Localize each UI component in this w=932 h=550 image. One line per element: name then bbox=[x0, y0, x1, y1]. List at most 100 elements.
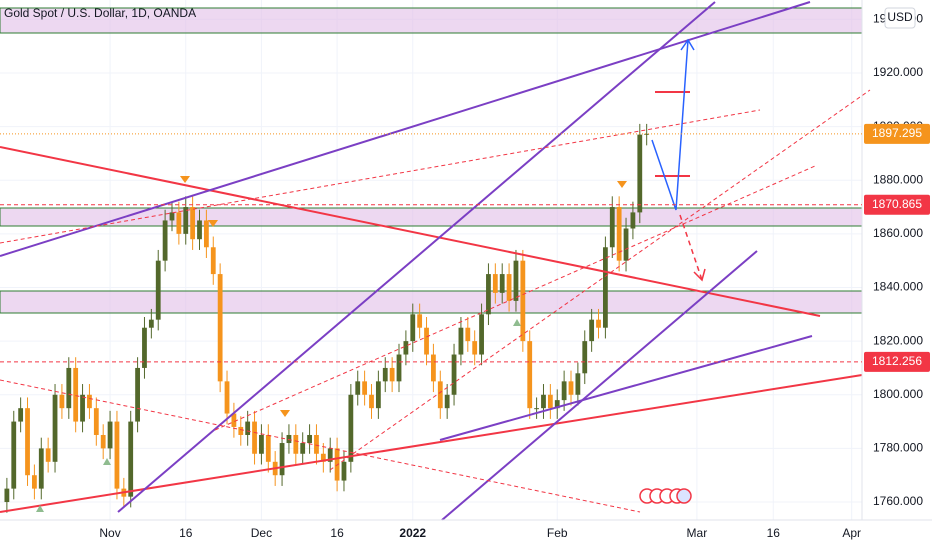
candle-body bbox=[602, 247, 608, 328]
candle-body bbox=[183, 207, 189, 234]
candle-body bbox=[203, 220, 209, 248]
trend-line bbox=[0, 1, 811, 257]
candle-body bbox=[609, 207, 615, 248]
candle-body bbox=[320, 453, 326, 462]
candle-body bbox=[541, 394, 546, 409]
candle-body bbox=[135, 367, 140, 422]
candle-body bbox=[142, 327, 147, 368]
candle-body bbox=[286, 434, 292, 444]
candle-body bbox=[375, 381, 381, 409]
candle-body bbox=[348, 394, 354, 462]
candle-body bbox=[93, 408, 99, 435]
candle-body bbox=[100, 434, 106, 449]
candle-body bbox=[479, 314, 484, 355]
candle-body bbox=[534, 408, 540, 410]
dashed-line bbox=[329, 89, 871, 471]
candle-body bbox=[314, 434, 319, 454]
y-tick-label: 1780.000 bbox=[873, 441, 923, 455]
currency: USD bbox=[887, 10, 913, 24]
candle-body bbox=[279, 443, 285, 476]
x-tick-label: Apr bbox=[842, 526, 861, 540]
price-tag bbox=[864, 194, 930, 215]
candle-body bbox=[4, 488, 10, 503]
candle-body bbox=[252, 421, 257, 454]
candle-body bbox=[155, 260, 161, 320]
candle-body bbox=[369, 394, 374, 409]
candle-body bbox=[623, 228, 629, 261]
candle-body bbox=[73, 367, 79, 422]
y-tick-label: 1800.000 bbox=[873, 387, 923, 401]
candle-body bbox=[431, 354, 436, 382]
signal-marker bbox=[617, 181, 627, 188]
candle-body bbox=[38, 448, 44, 489]
candle-body bbox=[417, 314, 423, 328]
price-tag-label: 1897.295 bbox=[872, 126, 922, 140]
trend-line bbox=[0, 146, 821, 317]
candle-body bbox=[444, 394, 450, 409]
y-tick-label: 1760.000 bbox=[873, 494, 923, 508]
candle-body bbox=[224, 381, 230, 414]
candle-body bbox=[190, 207, 196, 240]
candle-body bbox=[451, 354, 457, 395]
trend-line bbox=[441, 250, 758, 521]
candle-body bbox=[238, 426, 244, 435]
candle-body bbox=[568, 381, 574, 395]
candle-body bbox=[259, 434, 264, 454]
x-tick-label: Feb bbox=[547, 526, 568, 540]
candle-body bbox=[245, 421, 251, 435]
candle-body bbox=[492, 274, 498, 293]
candle-body bbox=[616, 207, 622, 261]
price-tag bbox=[864, 123, 930, 144]
candle-body bbox=[589, 319, 595, 342]
candle-body bbox=[561, 381, 567, 401]
candle-body bbox=[458, 327, 464, 355]
candle-body bbox=[148, 319, 154, 328]
candle-body bbox=[637, 134, 643, 213]
candle-body bbox=[582, 341, 588, 374]
y-tick-label: 1860.000 bbox=[873, 226, 923, 240]
x-tick-label: 16 bbox=[767, 526, 781, 540]
signal-marker bbox=[280, 410, 290, 417]
candle-body bbox=[66, 367, 72, 409]
candle-body bbox=[554, 400, 560, 409]
dashed-line bbox=[0, 379, 641, 513]
price-tag-label: 1870.865 bbox=[872, 197, 922, 211]
x-tick-label: Nov bbox=[99, 526, 120, 540]
candle-body bbox=[25, 408, 30, 476]
dashed-line bbox=[0, 109, 761, 244]
event-icons[interactable] bbox=[639, 488, 692, 504]
candle-body bbox=[176, 212, 182, 234]
zone bbox=[0, 290, 863, 314]
trend-line bbox=[439, 335, 813, 441]
candle-body bbox=[31, 475, 37, 489]
candle-body bbox=[437, 381, 443, 409]
zone bbox=[0, 7, 863, 34]
x-tick-label: 16 bbox=[330, 526, 344, 540]
candle-body bbox=[231, 413, 237, 427]
candle-body bbox=[197, 220, 202, 240]
candle-body bbox=[114, 421, 120, 489]
candle-body bbox=[465, 327, 471, 342]
candle-body bbox=[59, 394, 65, 409]
candle-body bbox=[169, 212, 175, 221]
trend-line bbox=[117, 1, 716, 513]
x-tick-label: 2022 bbox=[399, 526, 426, 540]
candle-body bbox=[265, 434, 271, 462]
event-icon[interactable] bbox=[676, 488, 692, 504]
x-tick-label: 16 bbox=[179, 526, 193, 540]
price-tag bbox=[864, 351, 930, 372]
candle-body bbox=[210, 247, 216, 275]
candle-body bbox=[45, 448, 51, 462]
currency-badge[interactable] bbox=[884, 7, 916, 29]
x-tick-label: Dec bbox=[251, 526, 272, 540]
candle-body bbox=[630, 212, 636, 229]
candle-body bbox=[472, 341, 478, 355]
candle-body bbox=[513, 260, 519, 301]
candle-body bbox=[300, 443, 306, 454]
candle-body bbox=[362, 381, 368, 395]
candle-body bbox=[410, 314, 416, 342]
candle-body bbox=[11, 421, 17, 489]
candle-body bbox=[644, 133, 650, 135]
candle-body bbox=[424, 327, 429, 355]
